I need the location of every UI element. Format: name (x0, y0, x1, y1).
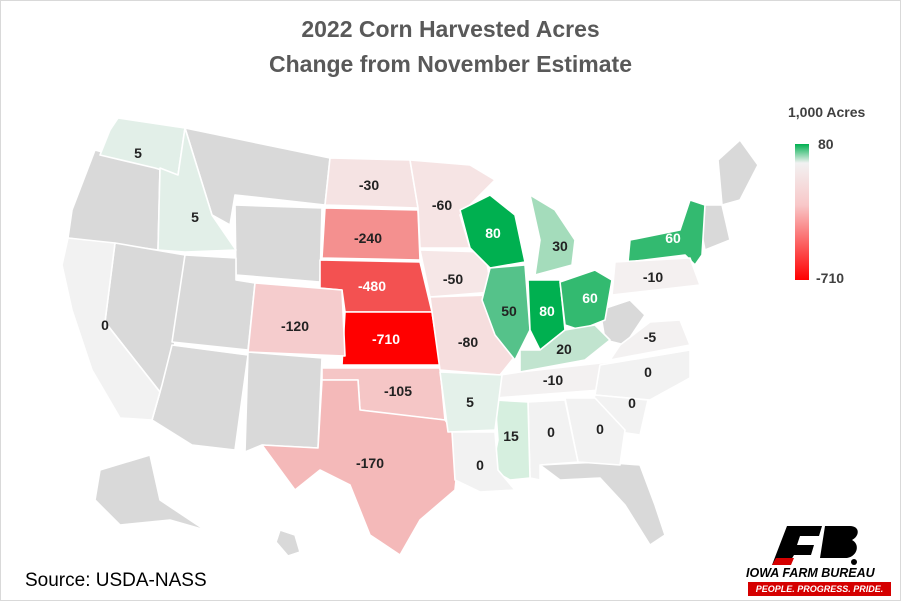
label-co: -120 (281, 318, 309, 334)
legend-color-scale (795, 144, 809, 280)
source-note: Source: USDA-NASS (25, 570, 207, 591)
label-nc: 0 (644, 364, 652, 380)
label-id: 5 (191, 209, 199, 225)
state-ca (61, 237, 161, 421)
label-nd: -30 (359, 177, 379, 193)
label-il: 50 (501, 303, 517, 319)
logo-name: IOWA FARM BUREAU (746, 566, 875, 580)
state-la (451, 431, 516, 493)
label-mo: -80 (458, 334, 478, 350)
no-data-states (67, 127, 759, 557)
label-ia: -50 (443, 271, 463, 287)
label-tx: -170 (356, 455, 384, 471)
label-mi: 30 (552, 238, 568, 254)
state-il (481, 264, 531, 361)
label-va: -5 (644, 329, 657, 345)
label-ms: 15 (503, 428, 519, 444)
label-ne: -480 (358, 278, 386, 294)
state-wy (234, 204, 323, 283)
legend-title: 1,000 Acres (788, 104, 866, 120)
state-oh (559, 269, 613, 331)
state-nc (594, 349, 691, 401)
label-ks: -710 (372, 331, 400, 347)
state-value-labels: 5 5 0 -30 -240 -480 -710 -120 -105 -170 … (101, 145, 681, 473)
label-la: 0 (476, 457, 484, 473)
state-ar (439, 371, 503, 433)
legend-min-label: -710 (816, 270, 845, 286)
label-ca: 0 (101, 317, 109, 333)
label-ok: -105 (384, 383, 412, 399)
label-ga: 0 (596, 421, 604, 437)
state-va (609, 319, 691, 361)
label-sc: 0 (628, 395, 636, 411)
state-ak (94, 454, 206, 531)
state-sd (321, 207, 421, 261)
label-sd: -240 (354, 230, 382, 246)
chart-title-line1: 2022 Corn Harvested Acres (301, 16, 600, 42)
state-wi (459, 194, 526, 269)
data-states (61, 117, 706, 556)
label-tn: -10 (543, 372, 563, 388)
state-nm (244, 351, 323, 453)
chart-title-line2: Change from November Estimate (269, 51, 632, 77)
label-in: 80 (539, 303, 555, 319)
label-ky: 20 (556, 341, 572, 357)
state-mi (529, 194, 576, 276)
label-mn: -60 (432, 197, 452, 213)
farm-bureau-logo-icon (772, 526, 858, 565)
state-ms (491, 399, 531, 481)
label-wi: 80 (485, 225, 501, 241)
state-pa (611, 257, 701, 296)
state-hi (275, 529, 301, 557)
label-pa: -10 (643, 269, 663, 285)
label-wa: 5 (134, 145, 142, 161)
label-al: 0 (547, 424, 555, 440)
state-fl (539, 461, 666, 546)
legend-max-label: 80 (818, 136, 834, 152)
label-ar: 5 (466, 394, 474, 410)
state-id (157, 127, 237, 253)
label-ny: 60 (665, 230, 681, 246)
state-tx (261, 379, 461, 556)
logo-tagline: PEOPLE. PROGRESS. PRIDE. (748, 582, 891, 596)
label-oh: 60 (582, 290, 598, 306)
state-me (717, 139, 759, 206)
state-co (247, 282, 346, 357)
